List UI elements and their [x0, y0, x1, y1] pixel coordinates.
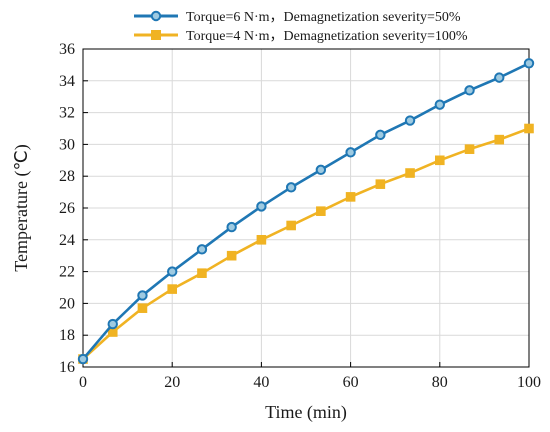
legend-marker-torque-6 [150, 10, 162, 22]
data-point-torque-4 [464, 144, 475, 154]
grid [82, 48, 530, 368]
series-torque-4 [78, 123, 534, 364]
y-tick-label: 30 [59, 136, 75, 153]
data-point-torque-4 [524, 123, 534, 134]
data-point-torque-4 [197, 268, 207, 278]
data-point-torque-6 [285, 182, 297, 193]
data-point-torque-6 [375, 129, 386, 141]
y-tick-label: 26 [59, 200, 75, 217]
y-tick-label: 28 [59, 168, 75, 185]
y-tick-label: 34 [59, 73, 75, 90]
data-point-torque-6 [256, 201, 267, 212]
x-tick-label: 80 [432, 374, 448, 391]
data-point-torque-6 [404, 115, 416, 126]
series-layer [77, 58, 535, 365]
legend-label-torque-4: Torque=4 N·m，Demagnetization severity=10… [186, 29, 468, 44]
y-tick-label: 16 [59, 359, 75, 376]
y-tick-label: 36 [59, 41, 75, 58]
x-tick-label: 0 [79, 374, 87, 391]
legend-entry-torque-4: Torque=4 N·m，Demagnetization severity=10… [134, 29, 468, 44]
legend-marker-torque-4 [151, 30, 161, 40]
data-point-torque-6 [345, 147, 356, 158]
y-tick-label: 32 [59, 105, 75, 122]
x-tick-label: 100 [517, 374, 541, 391]
data-point-torque-6 [315, 164, 327, 176]
plot-area-frame [82, 48, 530, 368]
data-point-torque-6 [494, 72, 505, 83]
data-point-torque-6 [464, 85, 475, 96]
y-axis-title: Temperature (℃) [11, 144, 32, 271]
data-point-torque-6 [434, 99, 445, 110]
x-tick-label: 40 [253, 374, 269, 391]
data-point-torque-4 [167, 284, 177, 294]
y-tick-label: 24 [59, 232, 75, 249]
x-axis-title: Time (min) [265, 402, 347, 423]
legend-label-torque-6: Torque=6 N·m，Demagnetization severity=50… [186, 10, 461, 25]
legend-entry-torque-6: Torque=6 N·m，Demagnetization severity=50… [134, 10, 461, 25]
data-point-torque-6 [77, 353, 89, 365]
data-point-torque-6 [523, 58, 535, 69]
data-point-torque-4 [345, 192, 356, 202]
x-tick-label: 60 [343, 374, 359, 391]
data-point-torque-4 [316, 206, 326, 216]
data-point-torque-4 [256, 235, 267, 245]
y-tick-label: 20 [59, 295, 75, 312]
data-point-torque-6 [167, 266, 178, 277]
data-point-torque-4 [405, 168, 415, 178]
y-axis-tick-labels: 16 18 20 22 24 26 28 30 32 34 36 [59, 41, 75, 376]
data-point-torque-4 [435, 155, 445, 166]
data-point-torque-6 [226, 221, 237, 233]
y-tick-label: 18 [59, 327, 75, 344]
x-axis-tick-labels: 0 20 40 60 80 100 [79, 374, 541, 391]
x-tick-label: 20 [164, 374, 180, 391]
data-point-torque-6 [137, 290, 148, 301]
data-point-torque-4 [286, 220, 296, 231]
data-point-torque-4 [494, 134, 505, 145]
data-point-torque-6 [107, 318, 118, 330]
legend: Torque=6 N·m，Demagnetization severity=50… [134, 10, 468, 44]
data-point-torque-4 [375, 179, 386, 189]
data-point-torque-6 [196, 244, 208, 255]
y-tick-label: 22 [59, 264, 75, 281]
data-point-torque-4 [137, 303, 148, 313]
series-line-torque-4 [82, 127, 530, 361]
series-torque-6 [77, 58, 535, 365]
series-line-torque-6 [82, 62, 530, 360]
data-point-torque-4 [226, 250, 237, 261]
